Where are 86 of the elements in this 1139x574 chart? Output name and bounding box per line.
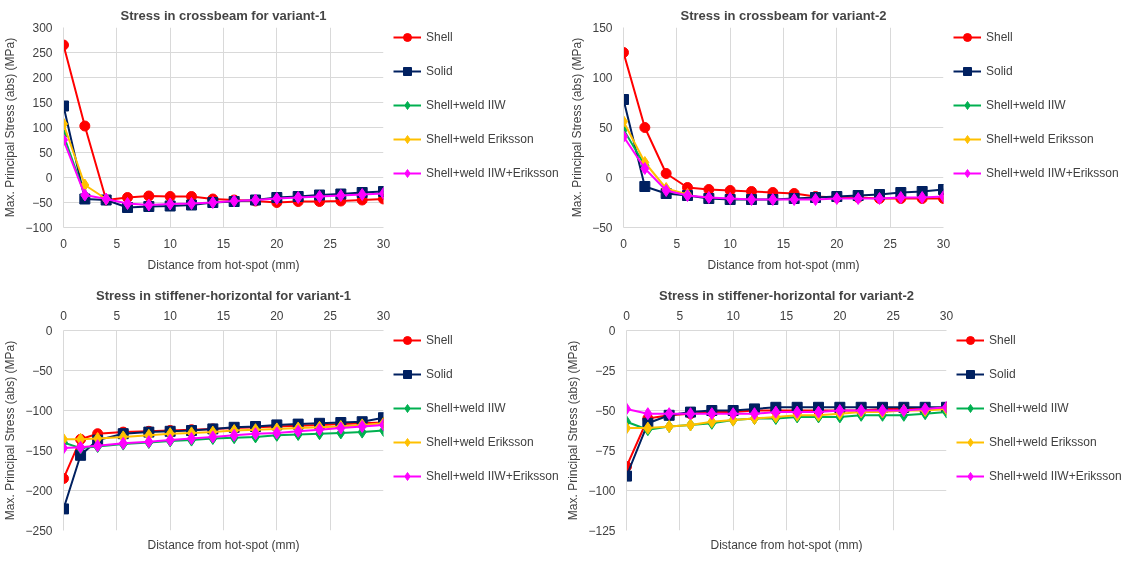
y-tick-label: 250 (32, 46, 53, 60)
chart-title: Stress in stiffener-horizontal for variant-1 (96, 287, 351, 303)
x-tick-label: 20 (270, 308, 284, 323)
legend-label: Shell (426, 30, 453, 44)
y-tick-label: 0 (45, 324, 53, 338)
x-tick-label: 0 (620, 236, 628, 251)
legend-label: Shell+weld Eriksson (426, 435, 534, 449)
y-tick-label: −100 (25, 221, 53, 235)
legend-label: Shell (426, 333, 453, 347)
y-tick-label: 50 (599, 121, 613, 135)
y-tick-label: −100 (588, 484, 616, 498)
y-tick-label: −100 (25, 404, 53, 418)
legend-label: Shell+weld IIW+Eriksson (986, 166, 1119, 180)
x-tick-label: 10 (163, 308, 178, 323)
legend-label: Solid (426, 64, 453, 78)
y-tick-label: −50 (32, 364, 53, 378)
legend-label: Solid (426, 367, 453, 381)
y-tick-label: −50 (592, 221, 613, 235)
legend-label: Shell+weld Eriksson (989, 435, 1097, 449)
y-tick-label: −200 (25, 484, 53, 498)
legend-label: Shell+weld IIW+Eriksson (989, 469, 1122, 483)
x-axis-title: Distance from hot-spot (mm) (710, 537, 863, 552)
y-axis-title: Max. Principal Stress (abs) (MPa) (3, 37, 18, 218)
x-tick-label: 10 (726, 308, 741, 323)
y-axis-title: Max. Principal Stress (abs) (MPa) (3, 340, 18, 521)
y-tick-label: 150 (592, 21, 613, 35)
y-tick-label: −125 (588, 524, 616, 538)
y-tick-label: 150 (32, 96, 53, 110)
legend-label: Shell+weld IIW+Eriksson (426, 166, 559, 180)
y-tick-label: 300 (32, 21, 53, 35)
y-tick-label: 0 (608, 324, 616, 338)
legend-label: Shell+weld IIW (989, 401, 1069, 415)
chart-title: Stress in crossbeam for variant-2 (680, 7, 887, 23)
y-axis-title: Max. Principal Stress (abs) (MPa) (566, 340, 581, 521)
x-tick-label: 25 (883, 236, 898, 251)
x-axis-title: Distance from hot-spot (mm) (707, 257, 860, 272)
x-tick-label: 25 (886, 308, 901, 323)
legend-label: Solid (989, 367, 1016, 381)
x-tick-label: 30 (376, 308, 391, 323)
legend-label: Shell (989, 333, 1016, 347)
x-tick-label: 5 (676, 308, 684, 323)
x-tick-label: 20 (830, 236, 844, 251)
x-tick-label: 30 (939, 308, 954, 323)
x-tick-label: 0 (623, 308, 631, 323)
x-tick-label: 15 (776, 236, 791, 251)
x-tick-label: 5 (673, 236, 681, 251)
chart-title: Stress in crossbeam for variant-1 (120, 7, 327, 23)
x-tick-label: 20 (270, 236, 284, 251)
x-tick-label: 10 (723, 236, 738, 251)
y-tick-label: −50 (32, 196, 53, 210)
y-tick-label: 100 (592, 71, 613, 85)
x-tick-label: 30 (936, 236, 951, 251)
legend-label: Shell+weld IIW (426, 401, 506, 415)
y-tick-label: 0 (605, 171, 613, 185)
legend-label: Shell (986, 30, 1013, 44)
y-tick-label: −50 (595, 404, 616, 418)
x-tick-label: 15 (216, 308, 231, 323)
y-axis-title: Max. Principal Stress (abs) (MPa) (570, 37, 585, 218)
y-tick-label: 200 (32, 71, 53, 85)
x-tick-label: 10 (163, 236, 178, 251)
legend-label: Shell+weld Eriksson (986, 132, 1094, 146)
legend-label: Shell+weld IIW (426, 98, 506, 112)
x-tick-label: 0 (60, 236, 68, 251)
y-tick-label: −75 (595, 444, 616, 458)
x-tick-label: 5 (113, 236, 121, 251)
x-axis-title: Distance from hot-spot (mm) (147, 537, 300, 552)
chart-title: Stress in stiffener-horizontal for variant-2 (659, 287, 914, 303)
y-tick-label: −150 (25, 444, 53, 458)
legend-label: Shell+weld IIW+Eriksson (426, 469, 559, 483)
x-axis-title: Distance from hot-spot (mm) (147, 257, 300, 272)
y-tick-label: 50 (39, 146, 53, 160)
y-tick-label: −250 (25, 524, 53, 538)
y-tick-label: 0 (45, 171, 53, 185)
legend-label: Shell+weld IIW (986, 98, 1066, 112)
x-tick-label: 15 (779, 308, 794, 323)
x-tick-label: 30 (376, 236, 391, 251)
y-tick-label: −25 (595, 364, 616, 378)
x-tick-label: 5 (113, 308, 121, 323)
y-tick-label: 100 (32, 121, 53, 135)
x-tick-label: 0 (60, 308, 68, 323)
x-tick-label: 15 (216, 236, 231, 251)
x-tick-label: 20 (833, 308, 847, 323)
legend-label: Shell+weld Eriksson (426, 132, 534, 146)
legend-label: Solid (986, 64, 1013, 78)
x-tick-label: 25 (323, 308, 338, 323)
x-tick-label: 25 (323, 236, 338, 251)
